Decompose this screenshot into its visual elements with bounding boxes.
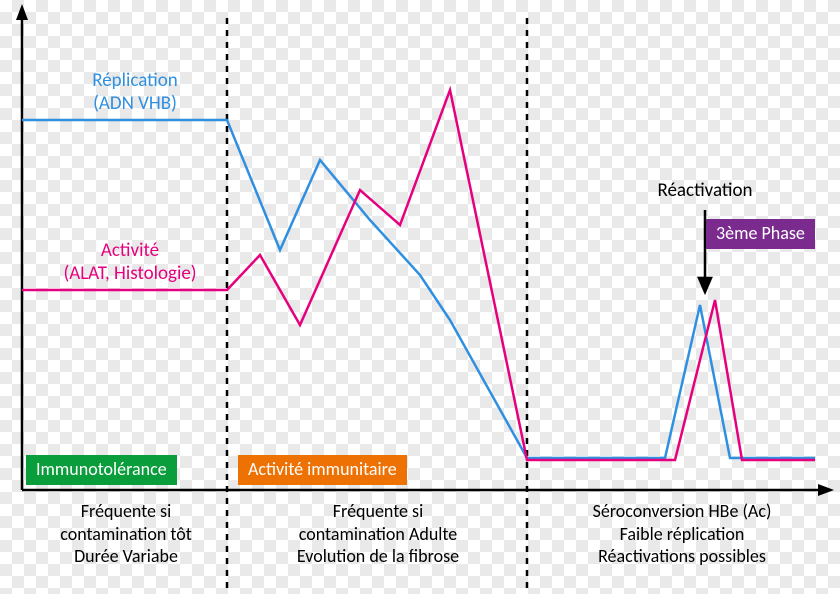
caption-phase1-l1: Fréquente si: [81, 500, 171, 522]
caption-phase3: Séroconversion HBe (Ac) Faible réplicati…: [532, 500, 832, 568]
caption-phase2-l1: Fréquente si: [333, 500, 423, 522]
badge-phase1: Immunotolérance: [26, 455, 177, 485]
y-axis-arrow: [16, 4, 28, 20]
badge-phase3-text: 3ème Phase: [716, 222, 805, 244]
label-reactivation: Réactivation: [605, 180, 805, 203]
label-replication-line2: (ADN VHB): [93, 92, 177, 115]
caption-phase1-l3: Durée Variabe: [74, 545, 178, 567]
caption-phase3-l3: Réactivations possibles: [598, 545, 766, 567]
label-reactivation-text: Réactivation: [658, 179, 753, 202]
label-replication: Réplication (ADN VHB): [60, 70, 210, 116]
x-axis-arrow: [818, 484, 834, 496]
badge-phase3: 3ème Phase: [706, 219, 815, 249]
caption-phase1-l2: contamination tôt: [60, 523, 192, 545]
label-activity-line2: (ALAT, Histologie): [63, 262, 196, 285]
caption-phase3-l1: Séroconversion HBe (Ac): [593, 500, 772, 522]
badge-phase1-text: Immunotolérance: [36, 458, 167, 480]
badge-phase2: Activité immunitaire: [238, 455, 407, 485]
label-activity: Activité (ALAT, Histologie): [45, 240, 215, 286]
caption-phase1: Fréquente si contamination tôt Durée Var…: [28, 500, 224, 568]
caption-phase2-l2: contamination Adulte: [299, 523, 457, 545]
caption-phase3-l2: Faible réplication: [620, 523, 745, 545]
caption-phase2: Fréquente si contamination Adulte Evolut…: [232, 500, 524, 568]
label-replication-line1: Réplication: [92, 69, 178, 92]
badge-phase2-text: Activité immunitaire: [248, 458, 397, 480]
caption-phase2-l3: Evolution de la fibrose: [297, 545, 459, 567]
label-activity-line1: Activité: [101, 239, 159, 262]
